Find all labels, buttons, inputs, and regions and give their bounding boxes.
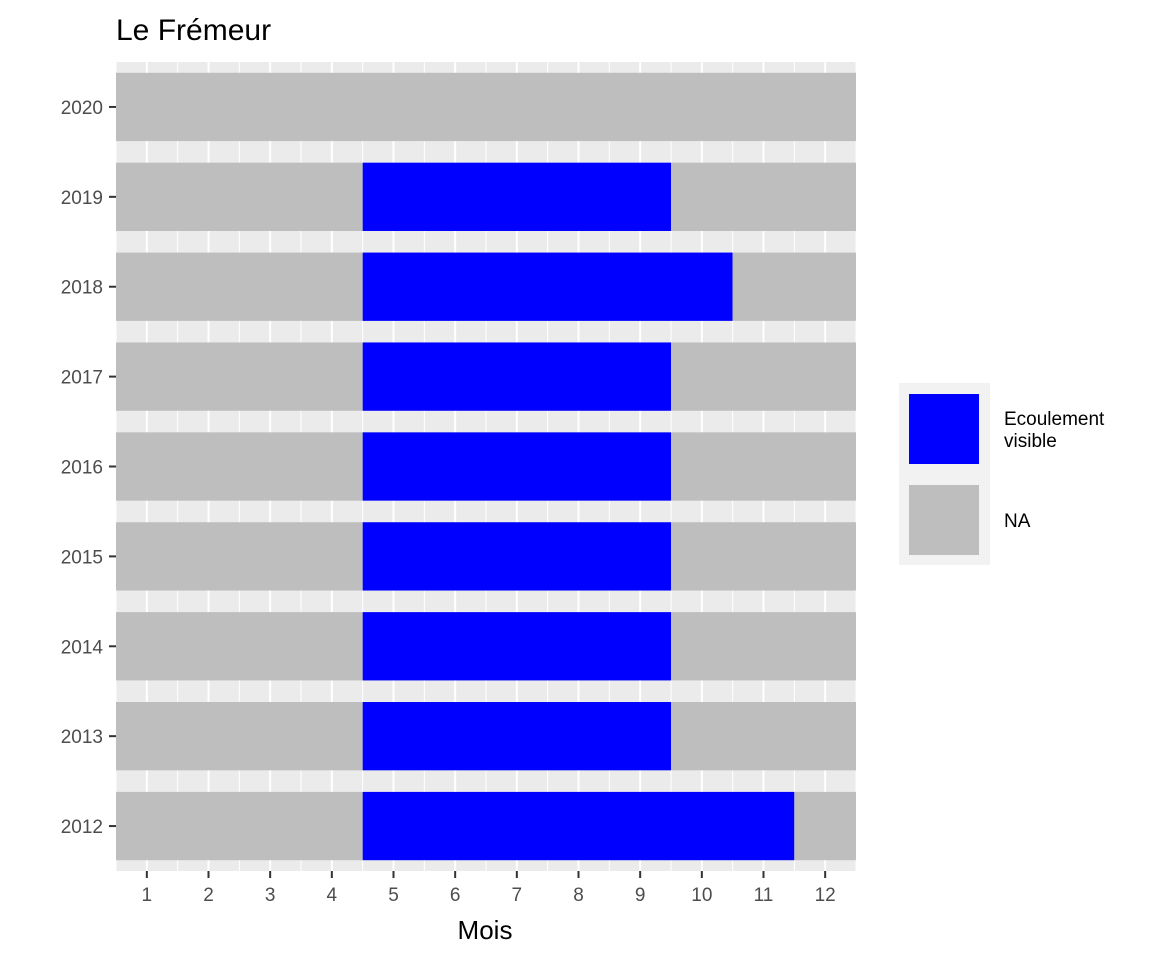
x-tick-label: 9	[635, 885, 646, 906]
tile-na	[671, 612, 856, 681]
tile-na	[116, 791, 363, 861]
x-tick-label: 11	[754, 885, 774, 906]
tile-na	[116, 72, 856, 142]
tile-na	[116, 522, 363, 591]
legend: Ecoulement visible NA	[899, 383, 1105, 565]
tile-visible	[362, 702, 671, 771]
row-2014	[116, 612, 856, 681]
y-tick-label: 2012	[61, 817, 103, 838]
x-tick-label: 7	[512, 885, 523, 906]
tile-visible	[362, 252, 733, 321]
y-tick-label: 2017	[61, 368, 103, 389]
tile-visible	[362, 612, 671, 681]
tile-visible	[362, 432, 671, 501]
row-2012	[116, 791, 856, 861]
row-2015	[116, 522, 856, 591]
x-axis: 1 2 3 4 5 6 7 8 9 10 11 12	[142, 871, 836, 906]
tile-na	[116, 162, 363, 231]
x-tick-label: 3	[265, 885, 276, 906]
x-tick-label: 2	[203, 885, 214, 906]
tile-visible	[362, 162, 671, 231]
y-tick-label: 2015	[61, 547, 103, 568]
legend-key	[909, 394, 979, 464]
chart-title: Le Frémeur	[116, 14, 271, 47]
plot-panel	[115, 62, 857, 871]
tile-visible	[362, 791, 795, 861]
legend-label: Ecoulement visible	[1004, 409, 1105, 452]
tile-na	[116, 342, 363, 411]
tile-na	[671, 162, 856, 231]
x-tick-label: 8	[573, 885, 584, 906]
tile-na	[671, 342, 856, 411]
tile-na	[116, 432, 363, 501]
tile-na	[794, 791, 856, 861]
y-tick-label: 2018	[61, 278, 103, 299]
tile-na	[116, 612, 363, 681]
x-tick-label: 4	[327, 885, 338, 906]
legend-key	[909, 485, 979, 555]
tile-na	[116, 252, 363, 321]
row-2017	[116, 342, 856, 411]
x-tick-label: 10	[691, 885, 712, 906]
row-2019	[116, 162, 856, 231]
tile-visible	[362, 522, 671, 591]
x-tick-label: 5	[388, 885, 399, 906]
y-tick-label: 2013	[61, 727, 103, 748]
y-axis: 2012 2013 2014 2015 2016 2017 2018 2019 2020	[61, 98, 116, 838]
legend-label: NA	[1004, 511, 1031, 532]
x-axis-title: Mois	[458, 915, 513, 945]
row-2018	[116, 252, 856, 321]
x-tick-label: 1	[142, 885, 153, 906]
tile-na	[671, 522, 856, 591]
x-tick-label: 12	[815, 885, 836, 906]
tile-na	[671, 702, 856, 771]
x-tick-label: 6	[450, 885, 461, 906]
row-2020	[116, 72, 856, 142]
y-tick-label: 2016	[61, 458, 103, 479]
y-tick-label: 2014	[61, 637, 104, 658]
y-tick-label: 2019	[61, 188, 103, 209]
tile-na	[671, 432, 856, 501]
y-tick-label: 2020	[61, 98, 103, 119]
tile-na	[116, 702, 363, 771]
row-2013	[116, 702, 856, 771]
tile-visible	[362, 342, 671, 411]
tile-na	[732, 252, 856, 321]
row-2016	[116, 432, 856, 501]
